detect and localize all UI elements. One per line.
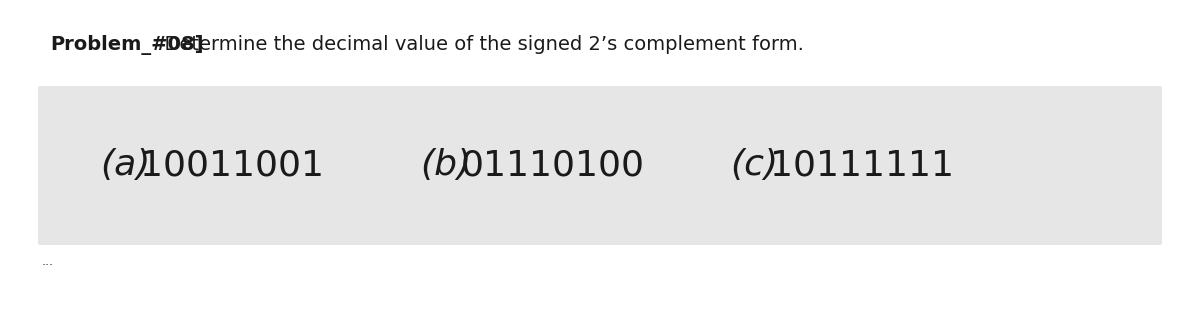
FancyBboxPatch shape bbox=[38, 86, 1162, 245]
Text: (a): (a) bbox=[100, 148, 150, 182]
Text: (b): (b) bbox=[420, 148, 472, 182]
Text: Determine the decimal value of the signed 2’s complement form.: Determine the decimal value of the signe… bbox=[152, 36, 804, 55]
Text: 01110100: 01110100 bbox=[461, 148, 644, 182]
Text: Problem_#08]: Problem_#08] bbox=[50, 35, 204, 55]
Text: (c): (c) bbox=[730, 148, 778, 182]
Text: ...: ... bbox=[42, 255, 54, 268]
Text: 10111111: 10111111 bbox=[770, 148, 954, 182]
Text: 10011001: 10011001 bbox=[140, 148, 324, 182]
